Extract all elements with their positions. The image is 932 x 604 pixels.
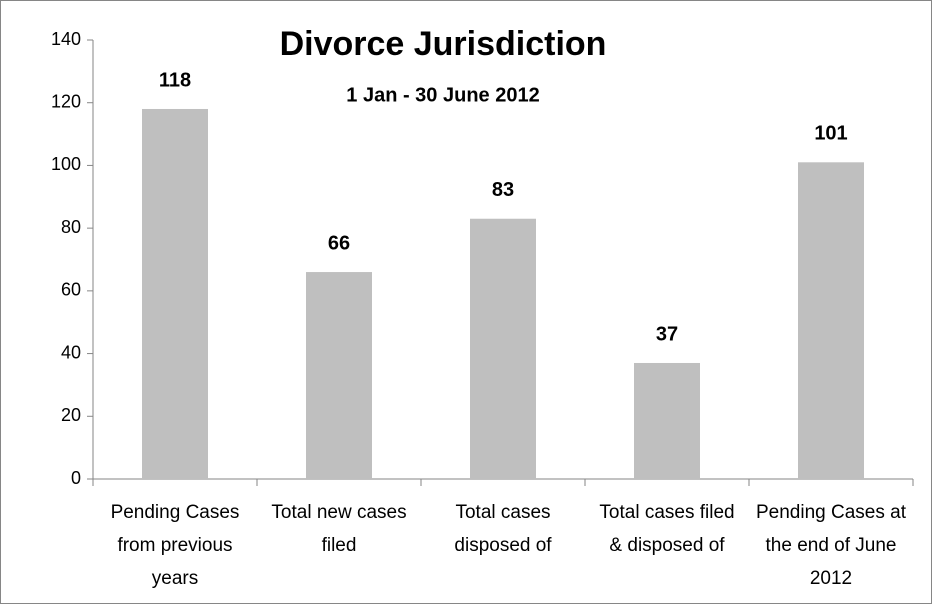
y-tick-label: 60 <box>61 280 81 300</box>
y-tick-label: 140 <box>51 29 81 49</box>
chart-subtitle: 1 Jan - 30 June 2012 <box>346 84 539 106</box>
data-label: 118 <box>159 69 191 91</box>
data-label: 37 <box>656 323 678 345</box>
x-tick-label: Pending Cases from previous years <box>110 502 240 589</box>
data-label: 83 <box>492 179 514 201</box>
y-tick-label: 20 <box>61 405 81 425</box>
y-tick-label: 0 <box>71 468 81 488</box>
x-tick-label: Total new cases filed <box>271 502 407 556</box>
x-tick-label: Total cases disposed of <box>454 502 552 556</box>
bar <box>470 218 536 479</box>
y-tick-label: 100 <box>51 154 81 174</box>
x-tick-label: Total cases filed & disposed of <box>599 502 735 556</box>
data-label: 101 <box>814 123 847 145</box>
bar <box>306 272 372 479</box>
chart-title: Divorce Jurisdiction <box>280 25 607 63</box>
y-tick-label: 40 <box>61 342 81 362</box>
bar <box>634 362 700 479</box>
bar <box>142 108 208 479</box>
y-tick-label: 120 <box>51 91 81 111</box>
data-label: 66 <box>328 232 350 254</box>
x-tick-label: Pending Cases at the end of June 2012 <box>756 502 906 589</box>
bar <box>798 162 864 480</box>
y-tick-label: 80 <box>61 217 81 237</box>
